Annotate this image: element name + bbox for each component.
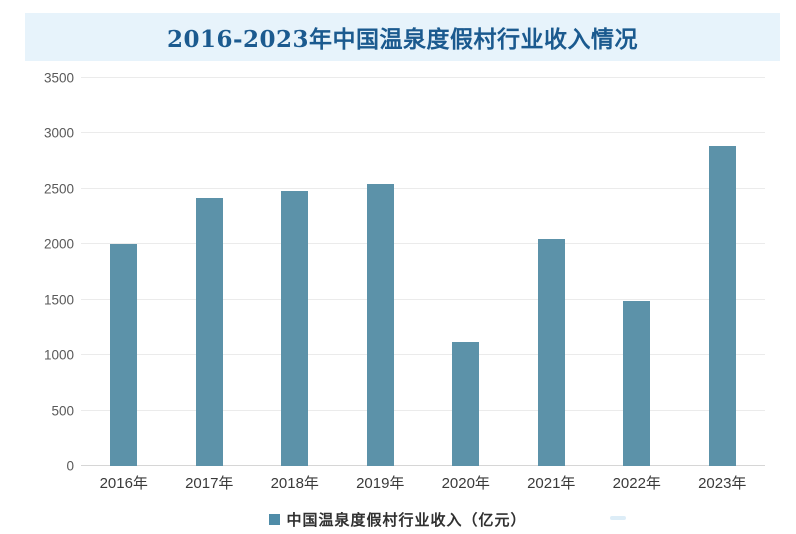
x-axis-tick-label: 2022年 bbox=[612, 475, 661, 492]
x-axis-line bbox=[81, 465, 765, 466]
gridline bbox=[81, 77, 765, 78]
gridline bbox=[81, 409, 765, 411]
bar-slot bbox=[81, 78, 167, 466]
legend-label: 中国温泉度假村行业收入（亿元） bbox=[286, 512, 527, 529]
bar-2020年 bbox=[452, 341, 480, 466]
gridline bbox=[81, 243, 765, 245]
chart-title: 2016-2023年中国温泉度假村行业收入情况 bbox=[166, 26, 639, 53]
legend-swatch-icon bbox=[269, 514, 281, 525]
title-banner: 2016-2023年中国温泉度假村行业收入情况 bbox=[25, 13, 780, 61]
bar-slot bbox=[423, 78, 509, 466]
gridline bbox=[81, 298, 765, 300]
x-axis-tick-label: 2023年 bbox=[698, 475, 747, 492]
watermark-smudge bbox=[610, 516, 626, 520]
x-axis-tick-label: 2019年 bbox=[356, 475, 405, 492]
bar-slot bbox=[594, 78, 680, 466]
y-axis-tick-label: 2000 bbox=[43, 236, 74, 252]
x-axis-tick-label: 2020年 bbox=[441, 475, 490, 492]
y-axis-tick-label: 1500 bbox=[43, 292, 74, 308]
legend: 中国温泉度假村行业收入（亿元） bbox=[0, 509, 796, 530]
gridline bbox=[81, 132, 765, 134]
plot-area bbox=[81, 77, 765, 466]
x-axis: 2016年 2017年 2018年 2019年 2020年 2021年 2022年 2023年 bbox=[81, 472, 765, 493]
y-axis: 0 500 1000 1500 2000 2500 3000 3500 bbox=[0, 71, 74, 474]
y-axis-tick-label: 3500 bbox=[43, 70, 74, 86]
bar-slot bbox=[252, 78, 338, 466]
bar-2021年 bbox=[537, 238, 565, 466]
gridline bbox=[81, 187, 765, 189]
x-axis-tick-label: 2016年 bbox=[99, 475, 148, 492]
x-axis-tick-label: 2021年 bbox=[527, 475, 576, 492]
gridline bbox=[81, 354, 765, 356]
bar-slot bbox=[167, 78, 253, 466]
bar-2023年 bbox=[708, 146, 736, 466]
bar-2016年 bbox=[110, 244, 138, 466]
x-axis-tick-label: 2017年 bbox=[185, 475, 234, 492]
bars-row bbox=[81, 78, 765, 466]
bar-slot bbox=[509, 78, 595, 466]
bar-2022年 bbox=[623, 301, 651, 466]
y-axis-tick-label: 3000 bbox=[43, 125, 74, 141]
bar-slot bbox=[338, 78, 424, 466]
bar-2018年 bbox=[281, 191, 309, 466]
bar-2017年 bbox=[195, 198, 223, 466]
x-axis-tick-label: 2018年 bbox=[270, 475, 319, 492]
bar-2019年 bbox=[366, 184, 394, 466]
bar-slot bbox=[680, 78, 766, 466]
y-axis-tick-label: 0 bbox=[66, 458, 74, 474]
y-axis-tick-label: 1000 bbox=[43, 347, 74, 363]
y-axis-tick-label: 2500 bbox=[43, 181, 74, 197]
y-axis-tick-label: 500 bbox=[51, 403, 74, 419]
